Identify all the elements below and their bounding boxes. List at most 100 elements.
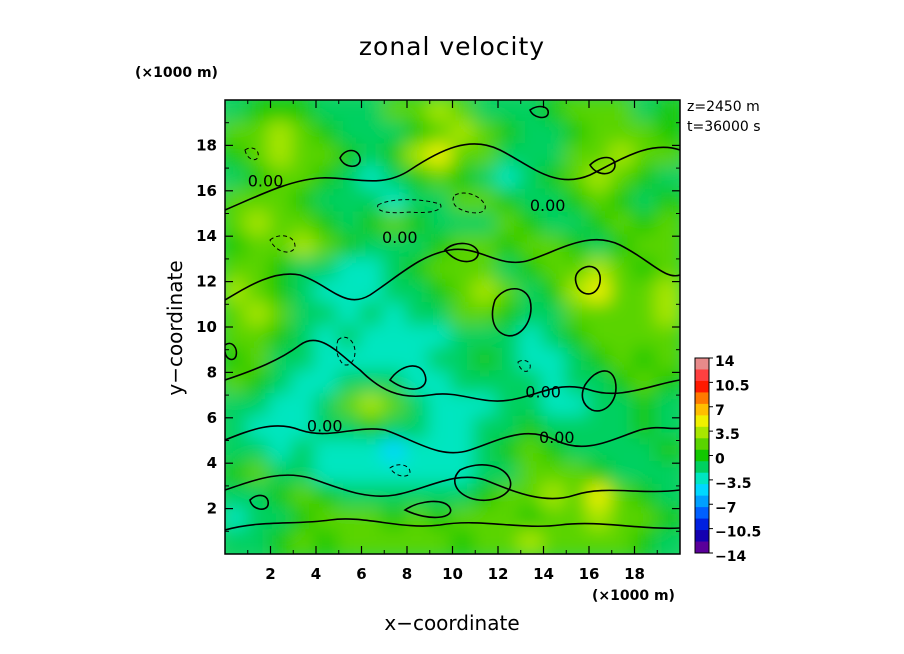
- heatmap-cell: [336, 529, 364, 554]
- heatmap-cell: [268, 143, 296, 171]
- heatmap-cell: [450, 120, 478, 148]
- heatmap-cell: [473, 529, 500, 554]
- heatmap-cell: [225, 438, 250, 466]
- heatmap-cell: [314, 234, 341, 261]
- heatmap-cell: [291, 302, 318, 329]
- heatmap-cell: [291, 461, 318, 488]
- heatmap-cell: [587, 100, 614, 125]
- heatmap-cell: [336, 211, 364, 239]
- heatmap-cell: [541, 279, 569, 307]
- heatmap-cell: [359, 483, 387, 511]
- heatmap-cell: [382, 143, 409, 171]
- heatmap-cell: [427, 370, 455, 398]
- heatmap-cell: [564, 211, 591, 239]
- contour-label: 0.00: [525, 382, 561, 401]
- heatmap-cell: [496, 325, 523, 352]
- heatmap-cell: [314, 393, 341, 420]
- heatmap-cell: [609, 279, 637, 307]
- heatmap-cell: [655, 120, 680, 148]
- negative-contour: [452, 192, 486, 214]
- contour-line: [443, 242, 479, 263]
- heatmap-cell: [291, 438, 318, 466]
- x-tick-label: 14: [533, 565, 554, 583]
- heatmap-cell: [655, 415, 680, 443]
- heatmap-cell: [587, 461, 614, 488]
- heatmap-cell: [473, 393, 500, 420]
- heatmap-cell: [245, 461, 273, 488]
- colorbar-segment: [695, 541, 709, 554]
- heatmap-cell: [405, 143, 432, 171]
- contour-line: [574, 265, 601, 295]
- heatmap-cell: [405, 302, 432, 329]
- heatmap-cell: [359, 393, 387, 420]
- heatmap-cell: [609, 120, 637, 148]
- colorbar-segment: [695, 472, 709, 485]
- heatmap-cell: [245, 529, 273, 554]
- heatmap-cell: [541, 120, 569, 148]
- heatmap-cell: [359, 143, 387, 171]
- colorbar-segment: [695, 369, 709, 382]
- heatmap-cell: [225, 370, 250, 398]
- heatmap-cell: [225, 234, 250, 261]
- colorbar-segment: [695, 461, 709, 474]
- heatmap-cell: [245, 325, 273, 352]
- heatmap-cell: [473, 188, 500, 216]
- heatmap-cell: [655, 325, 680, 352]
- heatmap-cell: [609, 529, 637, 554]
- heatmap-cell: [564, 120, 591, 148]
- heatmap-cell: [541, 461, 569, 488]
- heatmap-cell: [632, 120, 660, 148]
- heatmap-cell: [291, 370, 318, 398]
- negative-contour: [269, 235, 296, 253]
- heatmap-cell: [541, 393, 569, 420]
- heatmap-cell: [609, 506, 637, 534]
- heatmap-cell: [564, 461, 591, 488]
- heatmap-cell: [314, 120, 341, 148]
- heatmap-cell: [655, 279, 680, 307]
- heatmap-cell: [632, 529, 660, 554]
- x-axis-label: x−coordinate: [384, 611, 519, 635]
- heatmap-cell: [632, 325, 660, 352]
- heatmap-cell: [382, 393, 409, 420]
- heatmap-cell: [268, 279, 296, 307]
- heatmap-cell: [450, 211, 478, 239]
- negative-contour: [336, 336, 356, 366]
- heatmap-cell: [427, 234, 455, 261]
- heatmap-cell: [518, 302, 546, 329]
- heatmap-cell: [427, 302, 455, 329]
- heatmap-cell: [225, 347, 250, 375]
- heatmap-cell: [225, 393, 250, 420]
- heatmap-cell: [518, 143, 546, 171]
- heatmap-cell: [291, 279, 318, 307]
- heatmap-cell: [268, 302, 296, 329]
- y-tick-label: 2: [207, 500, 217, 518]
- heatmap-cell: [405, 211, 432, 239]
- heatmap-cell: [564, 438, 591, 466]
- colorbar-tick-label: 14: [715, 354, 735, 370]
- heatmap-cell: [225, 166, 250, 193]
- contour-line: [581, 370, 617, 412]
- heatmap-cell: [473, 415, 500, 443]
- heatmap-cell: [336, 325, 364, 352]
- heatmap-cell: [405, 120, 432, 148]
- heatmap-cell: [314, 347, 341, 375]
- heatmap-cell: [655, 393, 680, 420]
- colorbar-segment: [695, 484, 709, 497]
- contour-lines: [225, 105, 680, 531]
- colorbar-segment: [695, 518, 709, 531]
- heatmap-cell: [518, 234, 546, 261]
- contour-line: [225, 518, 680, 531]
- heatmap-cell: [564, 234, 591, 261]
- y-unit-label: (×1000 m): [135, 65, 218, 81]
- heatmap-cell: [541, 529, 569, 554]
- heatmap-cell: [496, 120, 523, 148]
- contour-line: [529, 105, 549, 119]
- heatmap-cell: [336, 188, 364, 216]
- colorbar-segment: [695, 403, 709, 416]
- heatmap-cell: [427, 100, 455, 125]
- heatmap-cell: [314, 529, 341, 554]
- colorbar-segment: [695, 358, 709, 370]
- heatmap-cell: [359, 234, 387, 261]
- chart-title: zonal velocity: [359, 32, 545, 61]
